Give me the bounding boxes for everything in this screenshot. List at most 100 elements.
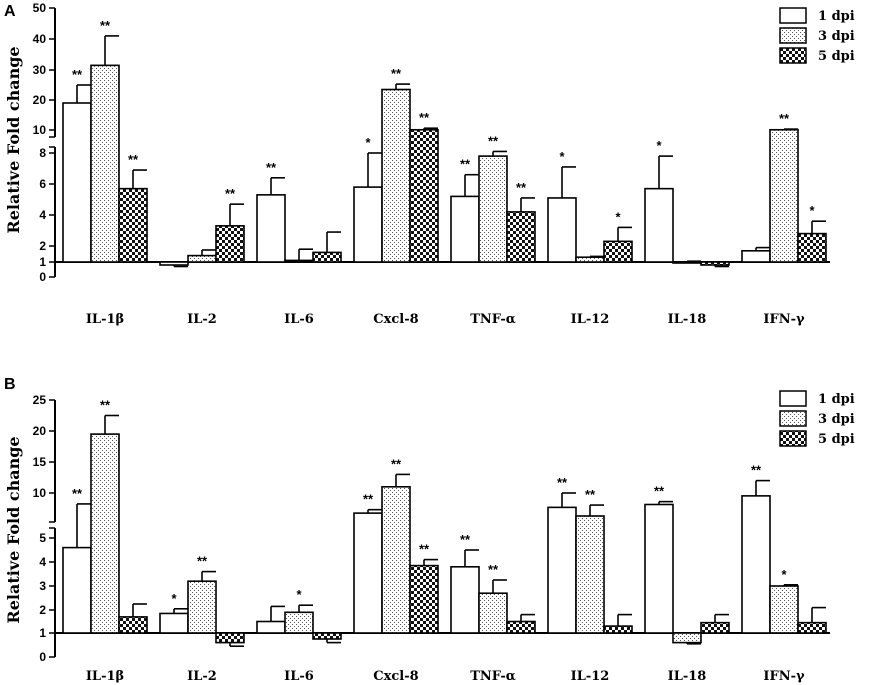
significance-label: ** (557, 475, 568, 490)
legend-swatch (779, 47, 807, 64)
significance-label: * (809, 203, 815, 218)
significance-label: ** (516, 180, 527, 195)
y-tick-label: 6 (39, 177, 46, 191)
significance-label: ** (779, 111, 790, 126)
y-tick-label: 40 (33, 32, 47, 46)
bar-1-dpi (353, 512, 383, 634)
y-tick-label: 2 (39, 603, 46, 617)
significance-label: * (559, 149, 565, 164)
bar-3-dpi (187, 254, 217, 263)
significance-label: * (365, 135, 371, 150)
bar-1-dpi (256, 620, 286, 634)
significance-label: ** (72, 67, 83, 82)
bar-1-dpi (644, 503, 674, 634)
bar-1-dpi (353, 186, 383, 263)
bar-3-dpi (187, 580, 217, 634)
y-tick-label: 50 (33, 1, 47, 15)
significance-label: ** (419, 542, 430, 557)
significance-label: * (296, 587, 302, 602)
significance-label: ** (488, 133, 499, 148)
bar-5-dpi (700, 621, 730, 634)
significance-label: ** (128, 152, 139, 167)
significance-label: * (171, 591, 177, 606)
bar-5-dpi (118, 616, 148, 634)
legend-swatch (779, 390, 807, 407)
bar-3-dpi (575, 515, 605, 634)
bar-5-dpi (506, 211, 536, 263)
bar-5-dpi (118, 187, 148, 263)
significance-label: ** (100, 398, 111, 413)
y-tick-label: 0 (39, 270, 46, 284)
bar-3-dpi (478, 155, 508, 263)
significance-label: ** (72, 486, 83, 501)
bar-1-dpi (547, 197, 577, 263)
y-tick-label: 4 (39, 555, 46, 569)
bar-1-dpi (159, 612, 189, 634)
bar-1-dpi (256, 194, 286, 263)
legend-label: 1 dpi (818, 9, 855, 24)
bar-5-dpi (312, 251, 342, 263)
y-tick-label: 25 (33, 393, 47, 407)
y-tick-label: 3 (39, 579, 46, 593)
significance-label: ** (585, 487, 596, 502)
x-tick-label: IL-18 (668, 312, 707, 327)
significance-label: ** (391, 66, 402, 81)
significance-label: ** (100, 18, 111, 33)
y-tick-label: 2 (39, 239, 46, 253)
bar-5-dpi (409, 128, 439, 263)
y-tick-label: 30 (33, 63, 47, 77)
x-tick-label: IL-6 (284, 669, 314, 684)
bar-3-dpi (90, 64, 120, 263)
bar-1-dpi (62, 546, 92, 634)
bar-3-dpi (672, 632, 702, 644)
x-tick-label: TNF-α (470, 312, 516, 327)
x-tick-label: IL-12 (571, 312, 610, 327)
bar-5-dpi (603, 240, 633, 263)
significance-label: ** (391, 456, 402, 471)
bar-3-dpi (284, 259, 314, 263)
legend-label: 5 dpi (818, 49, 855, 64)
bar-5-dpi (215, 632, 245, 644)
bar-1-dpi (450, 195, 480, 263)
legend-label: 3 dpi (818, 412, 855, 427)
bar-3-dpi (381, 485, 411, 634)
x-tick-label: IL-1β (86, 669, 124, 684)
bar-1-dpi (741, 495, 771, 634)
significance-label: ** (460, 532, 471, 547)
y-tick-label: 10 (33, 123, 47, 137)
bar-5-dpi (506, 620, 536, 634)
x-tick-label: Cxcl-8 (373, 312, 418, 327)
bar-3-dpi (284, 611, 314, 634)
legend-swatch (779, 7, 807, 24)
panel-letter: B (4, 376, 16, 393)
y-tick-label: 20 (33, 93, 47, 107)
x-tick-label: IL-18 (668, 669, 707, 684)
x-tick-label: IL-1β (86, 312, 124, 327)
y-tick-label: 5 (39, 531, 46, 545)
x-tick-label: Cxcl-8 (373, 669, 418, 684)
significance-label: ** (225, 186, 236, 201)
bar-5-dpi (797, 621, 827, 634)
significance-label: * (615, 209, 621, 224)
legend-label: 5 dpi (818, 432, 855, 447)
bar-5-dpi (797, 232, 827, 263)
bar-5-dpi (409, 564, 439, 634)
x-tick-label: IL-2 (187, 312, 217, 327)
significance-label: ** (197, 554, 208, 569)
legend-swatch (779, 27, 807, 44)
y-tick-label: 10 (33, 486, 47, 500)
bar-3-dpi (575, 256, 605, 263)
bar-5-dpi (700, 261, 730, 266)
x-tick-label: IL-2 (187, 669, 217, 684)
significance-label: ** (488, 562, 499, 577)
bar-3-dpi (381, 88, 411, 263)
bar-1-dpi (62, 102, 92, 263)
panel-a: A Relative Fold change 01 2 4 6 8 10 20 30 40 50 IL-… (4, 1, 855, 327)
significance-label: ** (363, 492, 374, 507)
significance-label: ** (654, 484, 665, 499)
y-tick-label: 15 (33, 455, 47, 469)
significance-label: * (781, 567, 787, 582)
bar-1-dpi (159, 261, 189, 266)
y-tick-label: 0 (39, 650, 46, 664)
